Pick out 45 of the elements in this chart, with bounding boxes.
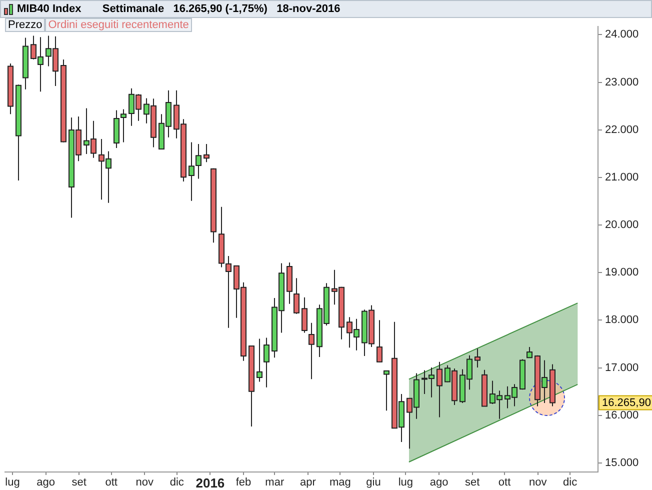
x-tick-label: ott — [105, 476, 118, 489]
x-tick-label: lug — [398, 476, 414, 489]
y-tick-label: 17.000 — [605, 362, 639, 374]
y-tick-label: 19.000 — [605, 266, 639, 279]
x-tick-label: nov — [528, 476, 548, 489]
x-tick-label: ago — [36, 476, 55, 489]
candlestick — [308, 322, 314, 380]
y-tick-label: 16.000 — [605, 409, 639, 422]
candlestick — [474, 348, 480, 368]
x-tick-label: dic — [563, 476, 578, 489]
x-tick-label: set — [464, 476, 480, 489]
annotation: Prezzo — [5, 18, 46, 32]
x-tick-label: mar — [265, 476, 284, 489]
x-tick-label: mag — [329, 476, 351, 489]
x-tick-label: ago — [430, 476, 448, 489]
x-tick-label: giu — [366, 476, 381, 489]
chart-subtitle: Settimanale 16.265,90 (-1,75%) 18-nov-2016 — [101, 2, 340, 17]
y-tick-label: 21.000 — [605, 171, 639, 184]
x-tick-label: feb — [236, 476, 252, 489]
x-tick-label: apr — [300, 476, 316, 489]
candlestick — [294, 278, 300, 314]
candlestick — [436, 361, 442, 418]
candlestick — [264, 337, 270, 388]
y-tick-label: 18.000 — [605, 314, 639, 326]
x-tick-label: 2016 — [196, 475, 225, 490]
chart-title: MIB40 Index — [17, 2, 82, 17]
candlestick — [256, 338, 262, 382]
candlestick — [376, 320, 382, 363]
text: 16.265,90 — [602, 396, 651, 409]
x-tick-label: set — [72, 476, 86, 489]
y-tick-label: 20.000 — [605, 219, 639, 232]
annotation: Ordini eseguiti recentemente — [45, 18, 192, 32]
candlestick — [120, 108, 126, 143]
candlestick — [384, 370, 390, 412]
x-tick-label: nov — [136, 476, 154, 489]
x-tick-label: dic — [170, 476, 184, 489]
y-tick-label: 23.000 — [605, 76, 639, 88]
candlestick — [226, 255, 232, 328]
y-tick-label: 22.000 — [605, 124, 639, 136]
y-tick-label: 24.000 — [605, 28, 639, 41]
x-tick-label: ott — [498, 476, 511, 489]
x-tick-label: lug — [5, 476, 20, 489]
y-tick-label: 15.000 — [605, 456, 639, 469]
candlestick — [302, 296, 308, 334]
candlestick — [204, 143, 210, 163]
